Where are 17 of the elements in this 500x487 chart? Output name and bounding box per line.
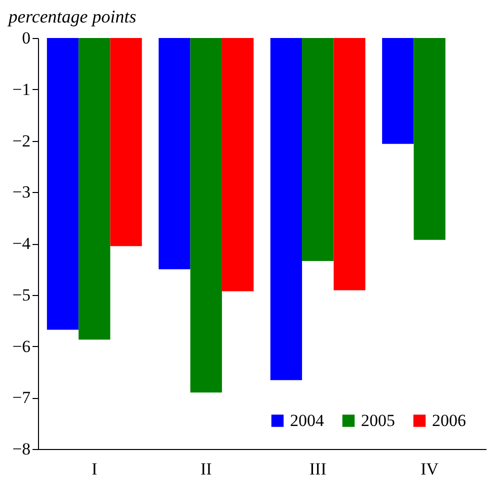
y-axis-title: percentage points — [6, 6, 136, 26]
y-tick-label: −2 — [12, 131, 30, 150]
y-tick-label: −1 — [12, 80, 30, 99]
y-tick-label: −3 — [12, 182, 30, 202]
y-tick-label: 0 — [22, 28, 30, 48]
y-tick-label: −7 — [12, 388, 31, 408]
legend-label: 2006 — [432, 410, 466, 430]
x-tick-label: IV — [420, 460, 440, 478]
x-tick-label: II — [200, 460, 212, 478]
y-tick-label: −8 — [12, 440, 30, 458]
y-tick-label: −5 — [12, 285, 30, 304]
y-tick-label: −6 — [12, 336, 30, 356]
x-tick-label: I — [92, 460, 98, 478]
y-tick-label: −4 — [12, 234, 31, 253]
legend-label: 2005 — [361, 410, 395, 430]
legend-label: 2004 — [290, 410, 324, 430]
x-tick-label: III — [309, 460, 327, 478]
